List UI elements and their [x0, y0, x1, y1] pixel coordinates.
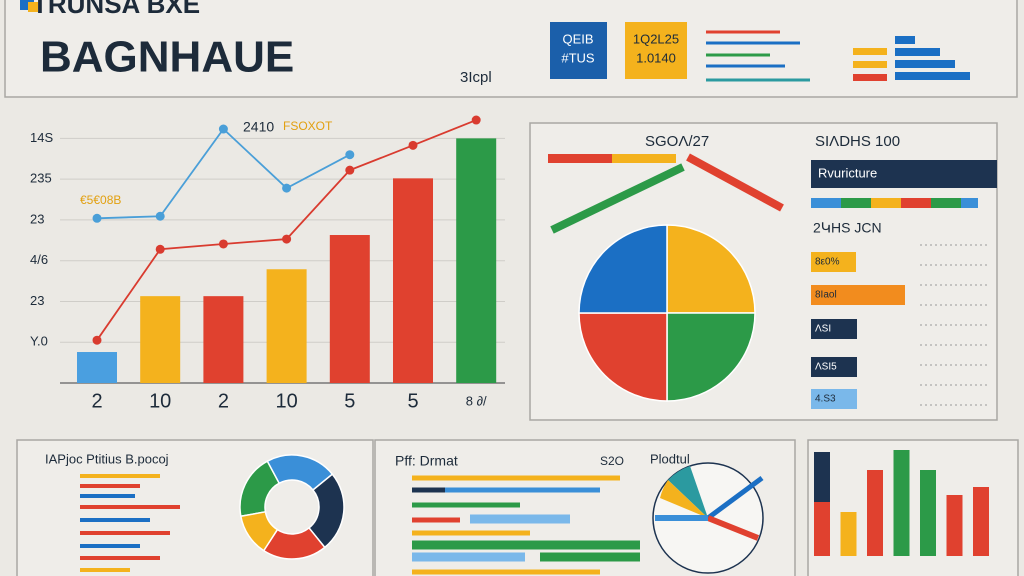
subtitle: 3Icpl [460, 69, 492, 86]
list-block [811, 389, 857, 409]
x-tick-label: 8 ∂/ [466, 393, 487, 408]
point [282, 234, 292, 244]
y-tick-label: 14S [30, 130, 53, 145]
x-tick-label: 2 [218, 390, 229, 412]
x-tick-label: 2 [91, 390, 102, 412]
side-title: SIΛDHS 100 [815, 133, 900, 150]
y-tick-label: 4/6 [30, 252, 48, 267]
side-subtitle: 2ԿHS JCN [813, 220, 882, 236]
y-tick-label: 23 [30, 211, 44, 226]
bar [140, 296, 181, 383]
list-item: ΛSI5 [815, 362, 837, 373]
tile [625, 22, 687, 79]
list-item: 4.S3 [815, 394, 836, 405]
slice [578, 224, 668, 314]
bar [973, 487, 989, 556]
bar [266, 269, 307, 383]
pie-title: Plodtul [650, 451, 690, 466]
list-block [811, 319, 857, 339]
x-tick-label: 10 [275, 390, 297, 412]
bar [393, 178, 433, 383]
y-tick-label: 235 [30, 171, 52, 186]
point [92, 213, 102, 223]
point [282, 183, 292, 193]
tile-text: #TUS [561, 50, 595, 65]
decor [548, 153, 784, 234]
bar [329, 235, 370, 383]
banner-text: Rvuricture [818, 165, 877, 180]
slice [239, 510, 279, 552]
line [96, 127, 351, 220]
slice [666, 224, 756, 314]
header-panel [4, 0, 1018, 98]
bar [840, 512, 857, 556]
decor [412, 475, 640, 575]
donut-title: IAPjoc Ptitius B.pocoj [45, 451, 169, 466]
bar [946, 495, 963, 556]
decor [811, 198, 978, 208]
point [408, 140, 418, 150]
bar [203, 296, 244, 383]
point [345, 165, 355, 175]
list-block [811, 357, 857, 377]
bar [867, 470, 883, 556]
annotation: 2410 [243, 119, 274, 135]
decor [853, 36, 970, 81]
annotation: €5€08B [80, 193, 121, 207]
bar [920, 470, 936, 556]
list-block [811, 252, 856, 272]
tile-text: 1.0140 [636, 50, 676, 65]
y-tick-label: Y.0 [30, 334, 48, 349]
point [92, 335, 102, 345]
list-item: 8ε0% [815, 257, 840, 268]
list-item: ΛSI [815, 324, 831, 335]
annotation: FSOXOT [283, 119, 333, 133]
bar [893, 450, 910, 556]
slice [578, 312, 668, 402]
pie-title: SGOΛ/27 [645, 133, 709, 150]
bar [456, 138, 497, 383]
panel-note: S2O [600, 454, 624, 468]
list-block [811, 285, 905, 305]
decor [80, 474, 180, 572]
tile-text: 1Q2L25 [633, 31, 679, 46]
panel-title: Pff: Drmat [395, 453, 458, 469]
point [471, 115, 481, 125]
x-tick-label: 5 [407, 390, 418, 412]
bar [814, 452, 830, 502]
decor [652, 462, 764, 574]
point [155, 244, 165, 254]
x-tick-label: 10 [149, 390, 171, 412]
y-tick-label: 23 [30, 293, 44, 308]
point [345, 150, 355, 160]
bar [814, 502, 830, 556]
point [218, 239, 228, 249]
banner [811, 160, 997, 188]
decor [920, 244, 990, 406]
slice [666, 312, 756, 402]
logo [28, 2, 38, 12]
tile-text: QEIB [562, 31, 593, 46]
title: BAGNHAUE [40, 33, 294, 82]
brand: TRUNSA BXE [32, 0, 200, 19]
list-item: 8Iaol [815, 290, 837, 301]
logo [20, 0, 34, 10]
bar [77, 352, 117, 383]
tile [550, 22, 607, 79]
decor [706, 30, 810, 82]
point [155, 211, 165, 221]
x-tick-label: 5 [344, 390, 355, 412]
point [218, 124, 228, 134]
